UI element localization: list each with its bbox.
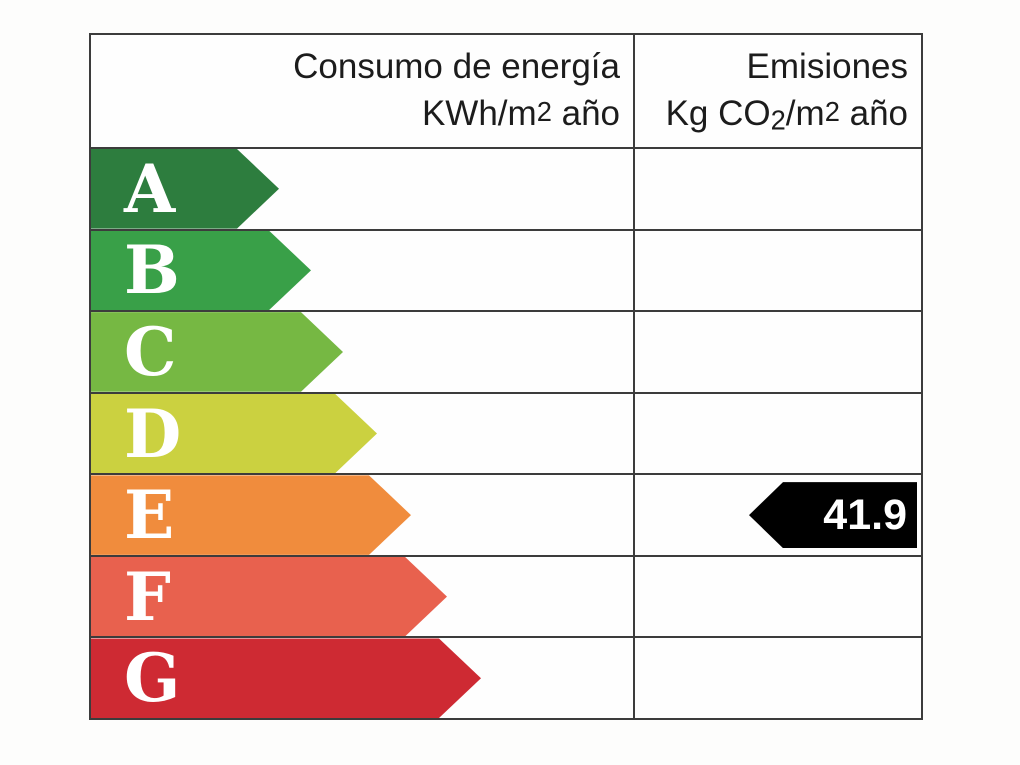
consumption-header-line1: Consumo de energía — [293, 47, 620, 86]
consumption-cell-a: A — [91, 149, 635, 229]
consumption-cell-c: C — [91, 312, 635, 392]
rating-row-b: B — [91, 228, 921, 311]
consumption-cell-b: B — [91, 230, 635, 311]
emissions-cell-a — [635, 149, 921, 229]
rating-letter-e: E — [124, 476, 175, 555]
emissions-value: 41.9 — [823, 490, 907, 539]
consumption-cell-d: D — [91, 393, 635, 474]
table-header: Consumo de energía KWh/m2 año Emisiones … — [91, 35, 921, 149]
emissions-cell-g — [635, 638, 921, 718]
rating-rows: A B C D — [91, 149, 921, 719]
consumption-cell-f: F — [91, 556, 635, 637]
emissions-header-line1: Emisiones — [746, 47, 908, 86]
consumption-cell-e: E — [91, 475, 635, 555]
consumption-cell-g: G — [91, 638, 635, 719]
rating-letter-g: G — [124, 639, 181, 718]
consumption-header-line2: KWh/m2 año — [421, 93, 620, 133]
rating-arrow-a: A — [91, 149, 279, 229]
rating-letter-f: F — [124, 557, 171, 636]
rating-row-d: D — [91, 391, 921, 474]
rating-row-g: G — [91, 636, 921, 719]
rating-row-c: C — [91, 310, 921, 392]
emissions-header-line2: Kg CO2/m2 año — [665, 93, 908, 136]
energy-certificate-table: Consumo de energía KWh/m2 año Emisiones … — [89, 33, 923, 720]
emissions-cell-f — [635, 557, 921, 637]
consumption-header: Consumo de energía KWh/m2 año — [91, 35, 635, 147]
emissions-cell-d — [635, 394, 921, 474]
emissions-cell-b — [635, 231, 921, 311]
rating-row-f: F — [91, 554, 921, 637]
rating-arrow-f: F — [91, 557, 447, 637]
emissions-header: Emisiones Kg CO2/m2 año — [635, 35, 921, 147]
rating-row-a: A — [91, 149, 921, 229]
rating-letter-a: A — [124, 149, 176, 228]
rating-arrow-c: C — [91, 312, 343, 392]
rating-arrow-e: E — [91, 475, 411, 555]
rating-arrow-d: D — [91, 394, 377, 474]
rating-arrow-g: G — [91, 638, 481, 718]
rating-letter-d: D — [124, 394, 182, 473]
rating-letter-c: C — [124, 312, 177, 391]
rating-arrow-b: B — [91, 231, 311, 311]
emissions-cell-c — [635, 312, 921, 392]
emissions-value-marker: 41.9 — [749, 482, 917, 549]
emissions-cell-e: 41.9 — [635, 475, 921, 555]
rating-row-e: E 41.9 — [91, 473, 921, 555]
rating-letter-b: B — [124, 231, 180, 310]
